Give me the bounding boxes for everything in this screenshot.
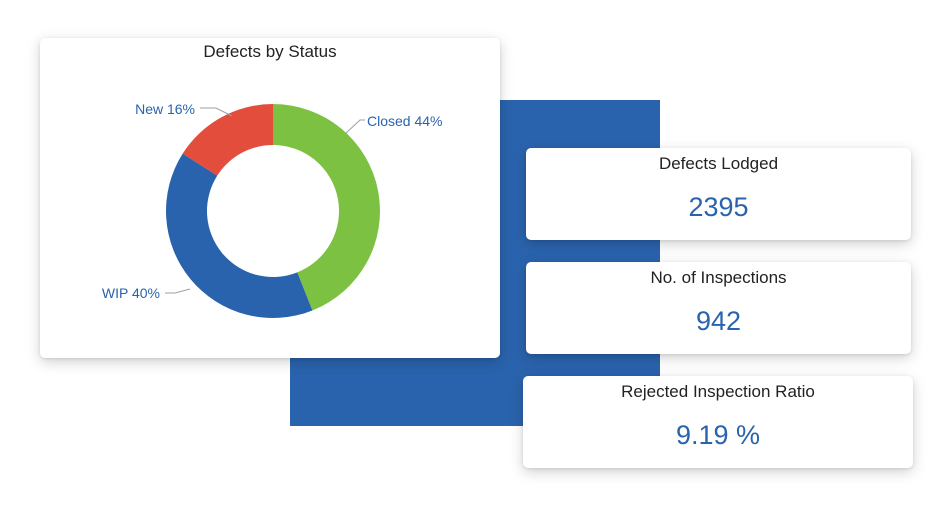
leader-line-new [200, 107, 233, 117]
kpi-label: No. of Inspections [650, 268, 787, 287]
slice-label-closed: Closed 44% [367, 113, 443, 129]
kpi-value: 942 [695, 306, 742, 336]
donut-chart: Closed 44% WIP 40% New 16% [102, 101, 443, 318]
slice-label-new: New 16% [135, 101, 195, 117]
kpi-card-defects-lodged: Defects Lodged 2395 [526, 148, 911, 240]
chart-title: Defects by Status [203, 42, 337, 61]
kpi-label: Rejected Inspection Ratio [621, 382, 815, 401]
kpi-value: 9.19 % [675, 420, 761, 450]
donut-slice-closed [273, 104, 380, 311]
slice-label-wip: WIP 40% [102, 285, 160, 301]
donut-slice-new [182, 104, 273, 176]
leader-line-closed [344, 119, 365, 135]
defects-by-status-card: Defects by Status Closed 44% WIP 40% New 1… [40, 38, 500, 358]
kpi-value: 2395 [688, 192, 749, 222]
leader-line-wip [165, 288, 191, 294]
kpi-card-inspections: No. of Inspections 942 [526, 262, 911, 354]
donut-slice-wip [166, 153, 313, 318]
kpi-label: Defects Lodged [658, 154, 779, 173]
kpi-card-rejected-ratio: Rejected Inspection Ratio 9.19 % [523, 376, 913, 468]
